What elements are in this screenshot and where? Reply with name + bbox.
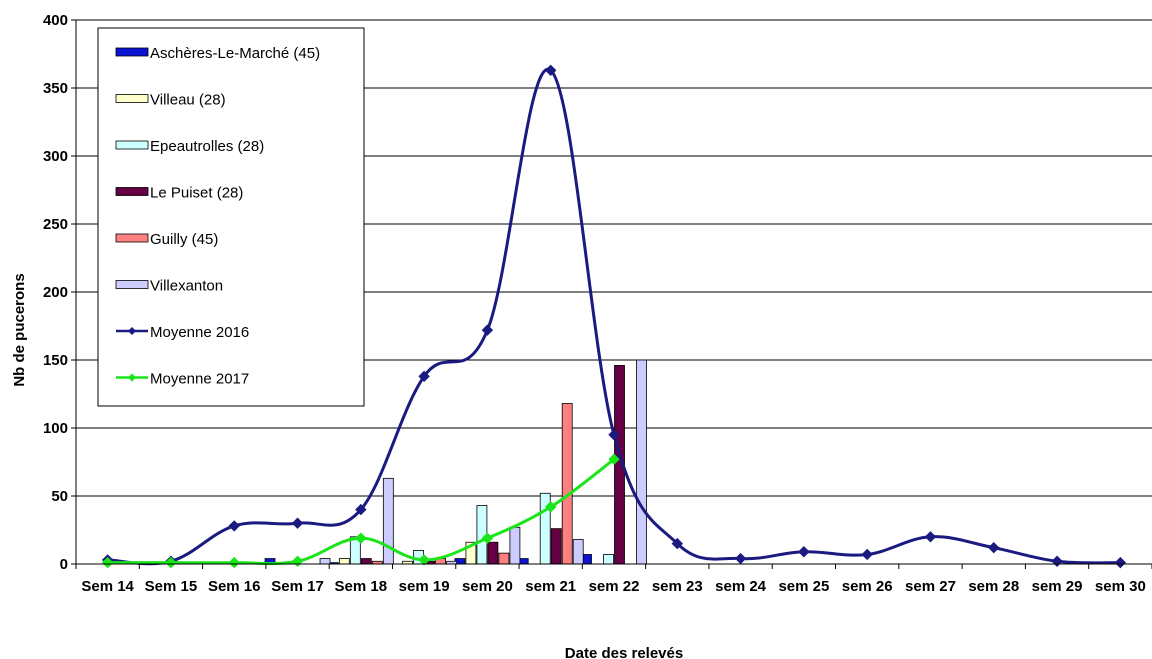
data-point [988,541,1000,554]
x-tick-label: sem 23 [652,578,703,595]
x-tick-label: sem 22 [589,578,640,595]
data-point [291,517,304,529]
data-point [544,64,557,77]
y-tick-label: 400 [43,12,68,29]
x-tick-label: sem 27 [905,578,956,595]
x-tick-label: Sem 18 [335,578,388,595]
y-tick-label: 50 [51,488,68,505]
data-point [671,537,684,550]
x-tick-label: sem 28 [968,578,1019,595]
bar [550,528,562,565]
legend-label: Villeau (28) [150,92,226,109]
x-tick-label: Sem 15 [145,578,198,595]
bar [382,477,394,565]
legend-marker [128,373,136,382]
x-tick-label: sem 25 [778,578,829,595]
line-series [101,64,1127,569]
y-axis-ticks: 0 50 100 150 200 250 300 350 400 [43,12,76,573]
data-point [481,324,494,336]
data-point [228,520,240,532]
data-point [165,556,177,569]
data-point [1114,556,1127,569]
bar [487,541,499,565]
y-tick-label: 250 [43,216,68,233]
data-point [861,548,873,561]
x-tick-label: Sem 17 [271,578,324,595]
bar [561,403,573,565]
legend-swatch [115,47,149,57]
legend-box [97,27,365,407]
axes [75,20,1152,569]
x-tick-label: sem 19 [399,578,450,595]
x-tick-label: sem 21 [525,578,576,595]
legend-label: Guilly (45) [150,231,218,248]
bar [319,558,331,565]
y-tick-label: 200 [43,284,68,301]
data-point [481,532,494,544]
data-point [608,453,620,465]
legend-label: Villexanton [150,278,223,295]
bar [636,359,647,565]
data-point [418,370,430,383]
data-point [228,556,240,569]
data-point [291,555,304,567]
legend-label: Le Puiset (28) [150,185,243,202]
bar [509,526,521,565]
data-point [355,532,367,544]
legend-swatch [115,233,149,243]
x-tick-label: sem 26 [842,578,893,595]
data-point [734,552,747,565]
y-tick-label: 150 [43,352,68,369]
y-tick-label: 300 [43,148,68,165]
legend-swatch [115,140,149,150]
legend-label: Epeautrolles (28) [150,138,264,155]
bar [603,554,614,565]
legend-swatch [115,94,149,103]
legend: Aschères-Le-Marché (45) Villeau (28) Epeau… [97,27,365,407]
data-point [608,429,620,441]
bar [572,539,584,565]
x-tick-label: sem 20 [462,578,513,595]
data-point [924,531,937,543]
data-point [1051,555,1063,567]
legend-swatch [115,280,149,289]
bar [360,558,372,565]
legend-marker [128,327,136,335]
data-point [418,554,430,566]
y-tick-label: 0 [60,556,68,573]
legend-label: Aschères-Le-Marché (45) [150,45,320,62]
legend-label: Moyenne 2016 [150,324,249,341]
data-point [101,556,114,569]
x-axis-title: Date des relevés [565,645,683,659]
legend-label: Moyenne 2017 [150,371,249,388]
data-point [544,501,557,513]
y-tick-label: 350 [43,80,68,97]
x-tick-label: sem 30 [1095,578,1146,595]
x-tick-label: sem 24 [715,578,767,595]
data-point [355,503,367,516]
bar [498,552,510,565]
x-tick-label: Sem 16 [208,578,261,595]
data-point [798,546,810,558]
y-tick-label: 100 [43,420,68,437]
y-axis-title: Nb de pucerons [11,273,28,386]
bar [338,558,350,565]
x-tick-label: Sem 14 [81,578,134,595]
x-axis-ticks: Sem 14 Sem 15 Sem 16 Sem 17 Sem 18 sem 19 sem … [81,578,1145,595]
legend-swatch [115,187,149,196]
x-tick-label: sem 29 [1032,578,1083,595]
